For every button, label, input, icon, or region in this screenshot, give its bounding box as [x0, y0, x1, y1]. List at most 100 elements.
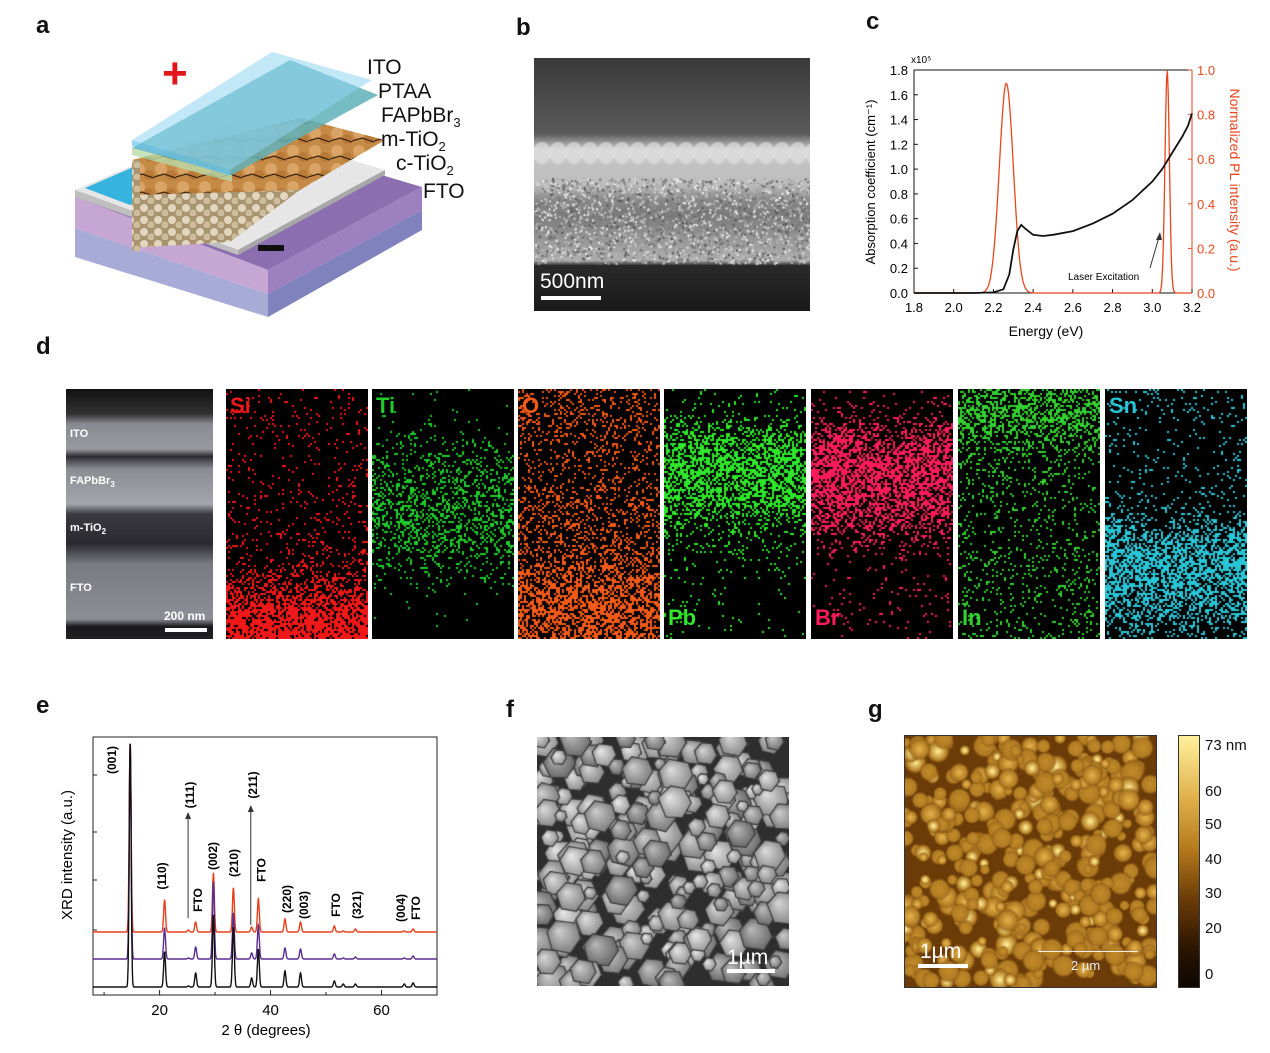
x-tick-label: 20 — [151, 1002, 168, 1019]
layer-label-mtio: m-TiO2 — [381, 128, 446, 155]
y-tick-label: 0.4 — [890, 236, 908, 251]
peak-annotation: (210) — [227, 849, 241, 877]
panel-label-b: b — [516, 14, 531, 41]
panel-label-c: c — [866, 8, 880, 35]
x-tick-label: 60 — [373, 1002, 390, 1019]
tem-scale-bar-label: 200 nm — [164, 609, 206, 623]
colorbar-tick-label: 60 — [1205, 783, 1222, 800]
panel-label-g: g — [868, 696, 883, 723]
peak-annotation: (004) — [394, 894, 408, 922]
element-label-si: Si — [230, 393, 251, 418]
annotation-arrow — [1149, 236, 1160, 269]
peak-annotation: (002) — [206, 842, 220, 870]
y-right-axis-label: Normalized PL intensity (a.u.) — [1227, 88, 1243, 271]
y-axis-label: Absorption coefficient (cm⁻¹) — [863, 100, 878, 265]
peak-annotation: (220) — [280, 885, 294, 913]
x-tick-label: 3.0 — [1143, 300, 1161, 315]
peak-annotation: (321) — [350, 891, 364, 919]
element-label-pb: Pb — [668, 605, 697, 630]
plot-frame — [92, 736, 438, 996]
device-schematic — [75, 52, 422, 317]
tem-label-fapbbr: FAPbBr3 — [70, 475, 115, 490]
x-tick-label: 2.6 — [1064, 300, 1082, 315]
g-scale-bar-2 — [1038, 951, 1138, 952]
peak-annotation: FTO — [191, 888, 205, 912]
pl-series-line — [914, 70, 1192, 294]
f-scale-bar-label: 1µm — [727, 946, 769, 969]
x-tick-label: 40 — [262, 1002, 279, 1019]
plus-terminal-icon: + — [162, 49, 188, 98]
edx-map-pb — [664, 389, 806, 639]
peak-annotation: (211) — [246, 771, 260, 798]
ito-top-layer — [132, 52, 372, 176]
x-tick-label: 2.0 — [945, 300, 963, 315]
y-tick-label: 0.2 — [890, 261, 908, 276]
sem-top-view-image — [537, 737, 789, 986]
panel-label-a: a — [36, 12, 50, 39]
peak-annotation: FTO — [329, 893, 343, 917]
element-label-sn: Sn — [1109, 393, 1138, 418]
panel-label-d: d — [36, 333, 51, 360]
edx-map-sn — [1105, 389, 1247, 639]
x-axis-label: Energy (eV) — [1009, 323, 1084, 339]
minus-terminal-icon — [258, 245, 284, 251]
xrd-series-red — [93, 743, 437, 933]
y-right-tick-label: 0.2 — [1197, 241, 1215, 256]
y-right-tick-label: 0.4 — [1197, 197, 1215, 212]
x-tick-label: 2.8 — [1104, 300, 1122, 315]
element-label-br: Br — [815, 605, 840, 630]
x-axis-label: 2 θ (degrees) — [221, 1022, 310, 1039]
edx-map-si — [226, 389, 368, 639]
y-right-tick-label: 0.8 — [1197, 108, 1215, 123]
y-tick-label: 0.0 — [890, 286, 908, 301]
colorbar-tick-label: 20 — [1205, 920, 1222, 937]
scale-bar-label: 500nm — [540, 270, 605, 293]
y-tick-label: 1.6 — [890, 88, 908, 103]
layer-label-fto: FTO — [423, 180, 465, 203]
sem-cross-section-image — [534, 58, 810, 311]
edx-map-ti — [372, 389, 514, 639]
edx-map-in — [958, 389, 1100, 639]
arrow-head-icon — [185, 812, 192, 819]
y-right-tick-label: 0.6 — [1197, 152, 1215, 167]
edx-map-br — [811, 389, 953, 639]
peak-annotation: (003) — [297, 891, 311, 919]
layer-label-ito: ITO — [367, 56, 402, 79]
y-tick-label: 0.6 — [890, 212, 908, 227]
xrd-series-black — [93, 744, 437, 988]
y-tick-label: 1.2 — [890, 137, 908, 152]
g-scale-bar-label: 1µm — [920, 940, 962, 963]
peak-annotation: FTO — [255, 858, 269, 882]
tem-label-ito: ITO — [70, 428, 89, 440]
element-label-o: O — [522, 393, 540, 418]
scale-bar — [541, 296, 601, 300]
peak-annotation: FTO — [409, 896, 423, 920]
absorption-series-line — [914, 113, 1193, 294]
arrow-head-icon — [247, 805, 254, 812]
tem-image — [66, 389, 213, 639]
y-right-tick-label: 1.0 — [1197, 63, 1215, 78]
colorbar — [1178, 735, 1200, 988]
x-tick-label: 1.8 — [905, 300, 923, 315]
layer-label-fapbbr: FAPbBr3 — [381, 104, 461, 131]
y-right-tick-label: 0.0 — [1197, 286, 1215, 301]
edx-map-o — [518, 389, 660, 639]
y-multiplier: x10⁵ — [911, 55, 931, 66]
tem-label-mtio: m-TiO2 — [70, 522, 107, 537]
peak-annotation: (110) — [155, 862, 169, 889]
colorbar-tick-label: 50 — [1205, 816, 1222, 833]
laser-excitation-annotation: Laser Excitation — [1068, 272, 1139, 283]
xrd-series-purple — [93, 743, 437, 960]
x-tick-label: 3.2 — [1183, 300, 1201, 315]
x-tick-label: 2.2 — [984, 300, 1002, 315]
panel-label-f: f — [506, 696, 514, 723]
f-scale-bar — [727, 969, 775, 973]
glass-substrate — [75, 210, 422, 317]
y-tick-label: 0.8 — [890, 187, 908, 202]
panel-label-e: e — [36, 692, 50, 719]
layer-label-ctio: c-TiO2 — [396, 152, 454, 179]
colorbar-tick-label: 0 — [1205, 966, 1214, 983]
x-tick-label: 2.4 — [1024, 300, 1042, 315]
y-tick-label: 1.4 — [890, 113, 908, 128]
y-axis-label: XRD intensity (a.u.) — [59, 790, 76, 920]
